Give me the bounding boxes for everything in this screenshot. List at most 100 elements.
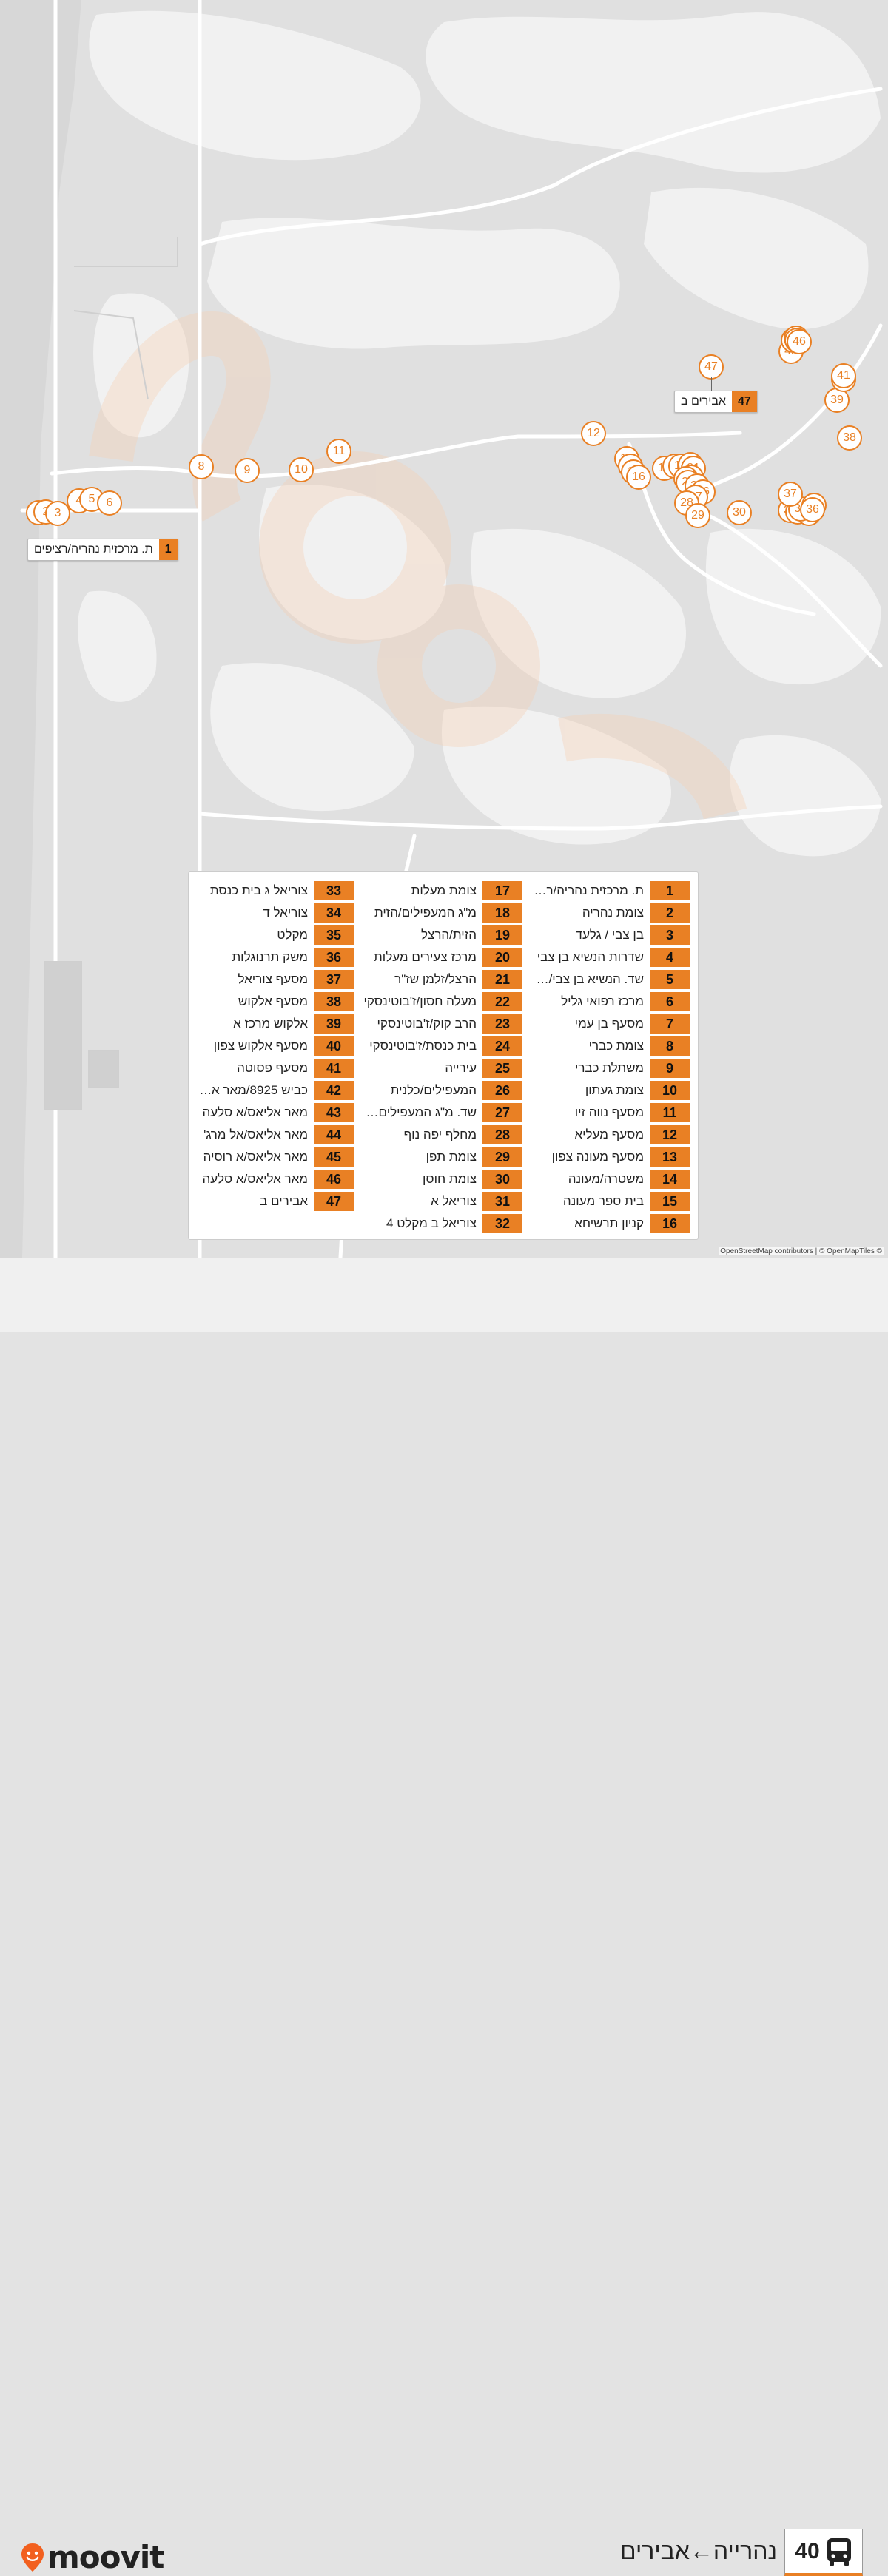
- legend-stop-number: 46: [314, 1170, 354, 1189]
- callout-start[interactable]: ת. מרכזית נהריה/רציפים 1: [27, 539, 178, 561]
- legend-stop-name: משק תרנוגלות: [232, 950, 308, 964]
- legend-stop-name: צומת חוסן: [423, 1172, 477, 1186]
- callout-end[interactable]: אבירים ב 47: [674, 391, 758, 413]
- legend-stop-number: 5: [650, 970, 690, 989]
- legend-row[interactable]: מקלט 35: [195, 924, 354, 946]
- legend-row[interactable]: מעלה חסון/ז'בוטינסקי 22: [363, 991, 522, 1013]
- legend-row[interactable]: מסעף נווה זיו 11: [531, 1102, 690, 1124]
- stop-marker[interactable]: 37: [778, 482, 803, 507]
- legend-row[interactable]: צומת נהריה 2: [531, 902, 690, 924]
- legend-stop-number: 43: [314, 1103, 354, 1122]
- legend-row[interactable]: מסעף אלקוש צפון 40: [195, 1035, 354, 1057]
- route-badge[interactable]: 40: [784, 2529, 863, 2576]
- legend-row[interactable]: משתלת כברי 9: [531, 1057, 690, 1079]
- stop-marker[interactable]: 46: [787, 329, 812, 354]
- legend-row[interactable]: צומת מעלות 17: [363, 880, 522, 902]
- legend-row[interactable]: מאר אליאס/אל מרג' 44: [195, 1124, 354, 1146]
- map-attribution[interactable]: OpenStreetMap contributors | © OpenMapTi…: [719, 1247, 884, 1255]
- map[interactable]: 1234568910111213141516171819202122232425…: [0, 0, 888, 1258]
- callout-end-stem: [711, 377, 712, 392]
- legend-row[interactable]: משק תרנוגלות 36: [195, 946, 354, 968]
- legend-stop-number: 26: [482, 1081, 522, 1100]
- legend-row[interactable]: אלקוש מרכז א 39: [195, 1013, 354, 1035]
- legend-stop-name: מאר אליאס/אל מרג': [204, 1127, 308, 1142]
- legend-row[interactable]: בן צבי / גלעד 3: [531, 924, 690, 946]
- legend-row[interactable]: מסעף אלקוש 38: [195, 991, 354, 1013]
- stop-marker[interactable]: 6: [97, 490, 122, 516]
- legend-row[interactable]: שד. הנשיא בן צבי/הגעתון 5: [531, 968, 690, 991]
- legend-row[interactable]: אבירים ב 47: [195, 1190, 354, 1213]
- legend-row[interactable]: עירייה 25: [363, 1057, 522, 1079]
- callout-start-number: 1: [158, 539, 178, 560]
- legend-row[interactable]: ת. מרכזית נהריה/רציפים 1: [531, 880, 690, 902]
- legend-stop-number: 37: [314, 970, 354, 989]
- legend-row[interactable]: בית כנסת/ז'בוטינסקי 24: [363, 1035, 522, 1057]
- legend-row[interactable]: צוריאל ג בית כנסת 33: [195, 880, 354, 902]
- legend-stop-name: צומת תפן: [426, 1150, 477, 1164]
- stop-marker[interactable]: 41: [831, 363, 856, 388]
- legend-row[interactable]: מ"ג המעפילים/הזית 18: [363, 902, 522, 924]
- legend-row[interactable]: מאר אליאס/א רוסיה 45: [195, 1146, 354, 1168]
- legend-stop-number: 34: [314, 903, 354, 923]
- legend-row[interactable]: מסעף בן עמי 7: [531, 1013, 690, 1035]
- legend-row[interactable]: מחלף יפה נוף 28: [363, 1124, 522, 1146]
- legend-stop-name: שדרות הנשיא בן צבי: [536, 950, 644, 964]
- legend-stop-name: שד. הנשיא בן צבי/הגעתון: [531, 972, 644, 986]
- stop-marker[interactable]: 9: [235, 458, 260, 483]
- legend-row[interactable]: צומת תפן 29: [363, 1146, 522, 1168]
- stop-marker[interactable]: 36: [800, 497, 825, 522]
- stop-marker[interactable]: 10: [289, 457, 314, 482]
- legend-row[interactable]: הרב קוק/ז'בוטינסקי 23: [363, 1013, 522, 1035]
- stop-marker[interactable]: 29: [685, 503, 710, 528]
- legend-row[interactable]: צומת געתון 10: [531, 1079, 690, 1102]
- legend-stop-name: מסעף פסוטה: [237, 1061, 308, 1075]
- legend-row[interactable]: מסעף מעליא 12: [531, 1124, 690, 1146]
- stop-marker[interactable]: 3: [45, 501, 70, 526]
- stop-marker[interactable]: 30: [727, 500, 752, 525]
- stop-marker[interactable]: 11: [326, 439, 352, 464]
- stop-marker[interactable]: 12: [581, 421, 606, 446]
- stop-marker[interactable]: 38: [837, 425, 862, 451]
- legend-row[interactable]: צוריאל ב מקלט 4 32: [363, 1213, 522, 1235]
- legend-row[interactable]: הזית/הרצל 19: [363, 924, 522, 946]
- legend-stop-name: מסעף אלקוש: [238, 994, 308, 1008]
- legend-row[interactable]: בית ספר מעונה 15: [531, 1190, 690, 1213]
- legend-stop-name: מסעף מעליא: [574, 1127, 644, 1142]
- legend-stop-name: הרצל/זלמן שז"ר: [394, 972, 477, 986]
- legend-row[interactable]: שדרות הנשיא בן צבי 4: [531, 946, 690, 968]
- legend-stop-name: מחלף יפה נוף: [403, 1127, 477, 1142]
- legend-row[interactable]: צומת חוסן 30: [363, 1168, 522, 1190]
- legend-row[interactable]: מסעף פסוטה 41: [195, 1057, 354, 1079]
- moovit-logo[interactable]: moovit: [21, 2539, 164, 2575]
- legend-stop-number: 29: [482, 1147, 522, 1167]
- callout-end-number: 47: [732, 391, 757, 412]
- legend-row[interactable]: מסעף צוריאל 37: [195, 968, 354, 991]
- legend-row[interactable]: צומת כברי 8: [531, 1035, 690, 1057]
- legend-row[interactable]: משטרה/מעונה 14: [531, 1168, 690, 1190]
- legend-stop-name: שד. מ"ג המעפילים/הורדים: [363, 1105, 477, 1119]
- legend-stop-name: מסעף נווה זיו: [574, 1105, 644, 1119]
- legend-row[interactable]: כביש 8925/מאר אליאס 42: [195, 1079, 354, 1102]
- legend-row[interactable]: צוריאל ד 34: [195, 902, 354, 924]
- stop-marker[interactable]: 16: [626, 465, 651, 490]
- legend-stop-name: עירייה: [445, 1061, 477, 1075]
- legend-stop-number: 47: [314, 1192, 354, 1211]
- legend-row[interactable]: המעפילים/כלנית 26: [363, 1079, 522, 1102]
- legend-row[interactable]: שד. מ"ג המעפילים/הורדים 27: [363, 1102, 522, 1124]
- legend-row[interactable]: מרכז צעירים מעלות 20: [363, 946, 522, 968]
- legend-row[interactable]: מאר אליאס/א סלעה 43: [195, 1102, 354, 1124]
- legend-row[interactable]: מרכז רפואי גליל 6: [531, 991, 690, 1013]
- stop-marker[interactable]: 8: [189, 454, 214, 479]
- legend-stop-name: קניון תרשיחא: [574, 1216, 644, 1230]
- footer: moovit נהרייה←אבירים 40: [0, 1258, 888, 2576]
- legend-row[interactable]: מאר אליאס/א סלעה 46: [195, 1168, 354, 1190]
- legend-row[interactable]: קניון תרשיחא 16: [531, 1213, 690, 1235]
- legend-stop-name: אבירים ב: [260, 1194, 308, 1208]
- stop-marker[interactable]: 47: [699, 354, 724, 380]
- legend-stop-name: צומת נהריה: [582, 906, 644, 920]
- legend-stop-number: 19: [482, 925, 522, 945]
- legend-row[interactable]: צוריאל א 31: [363, 1190, 522, 1213]
- legend-stop-number: 20: [482, 948, 522, 967]
- legend-row[interactable]: הרצל/זלמן שז"ר 21: [363, 968, 522, 991]
- legend-row[interactable]: מסעף מעונה צפון 13: [531, 1146, 690, 1168]
